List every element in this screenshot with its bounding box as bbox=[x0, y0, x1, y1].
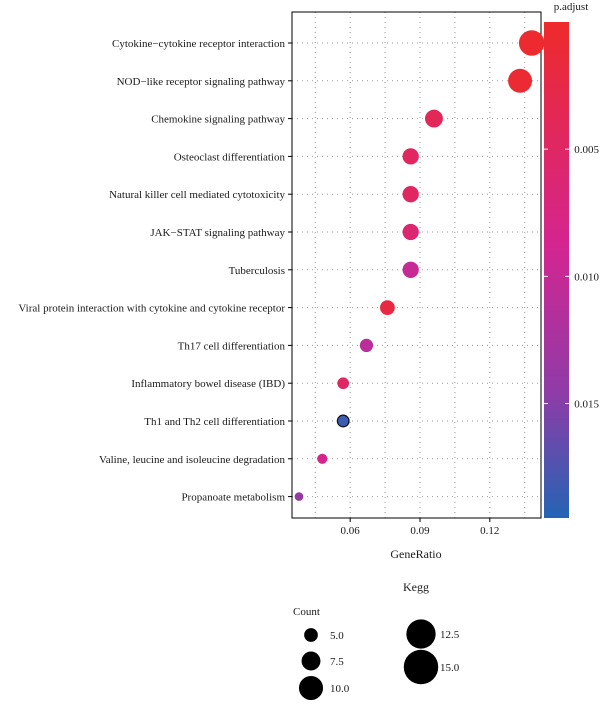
data-point bbox=[508, 68, 533, 93]
count-legend-dot bbox=[406, 619, 436, 649]
p-adjust-colorbar bbox=[544, 22, 569, 518]
count-legend-dot bbox=[304, 628, 318, 642]
count-legend-label: 7.5 bbox=[330, 656, 344, 668]
y-tick-label: Cytokine−cytokine receptor interaction bbox=[112, 38, 285, 50]
data-point bbox=[402, 148, 419, 165]
count-legend-label: 15.0 bbox=[440, 662, 460, 674]
data-point bbox=[294, 492, 304, 501]
x-tick-label: 0.09 bbox=[410, 525, 430, 537]
data-point bbox=[380, 300, 395, 315]
count-legend-title: Count bbox=[293, 606, 320, 618]
data-point bbox=[317, 453, 328, 464]
data-points bbox=[294, 30, 545, 501]
x-tick-label: 0.12 bbox=[480, 525, 499, 537]
plot-frame bbox=[291, 11, 542, 519]
colorbar-tick-label: 0.010 bbox=[574, 271, 599, 283]
data-point bbox=[402, 186, 419, 203]
count-legend-items: 5.0 7.5 10.0 12.5 15.0 bbox=[298, 619, 460, 701]
colorbar-tick-label: 0.005 bbox=[574, 144, 599, 156]
y-tick-label: Valine, leucine and isoleucine degradati… bbox=[99, 454, 286, 466]
count-legend-dot bbox=[301, 651, 321, 671]
y-tick-label: Propanoate metabolism bbox=[181, 492, 285, 504]
y-tick-label: JAK−STAT signaling pathway bbox=[150, 227, 285, 239]
data-point bbox=[402, 261, 419, 278]
y-tick-label: Natural killer cell mediated cytotoxicit… bbox=[109, 189, 285, 201]
y-tick-label: Inflammatory bowel disease (IBD) bbox=[131, 378, 285, 390]
y-tick-label: Chemokine signaling pathway bbox=[151, 114, 285, 126]
y-axis-labels: Cytokine−cytokine receptor interaction NO… bbox=[18, 38, 292, 504]
count-legend-dot bbox=[403, 649, 439, 685]
count-legend-label: 12.5 bbox=[440, 629, 460, 641]
y-tick-label: Th17 cell differentiation bbox=[178, 340, 286, 352]
y-tick-label: Viral protein interaction with cytokine … bbox=[18, 303, 285, 315]
y-tick-label: Th1 and Th2 cell differentiation bbox=[144, 416, 285, 428]
colorbar-tick-label: 0.015 bbox=[574, 399, 599, 411]
x-tick-label: 0.06 bbox=[341, 525, 361, 537]
data-point bbox=[336, 414, 350, 428]
count-legend: Count 5.0 7.5 10.0 12.5 15.0 bbox=[293, 606, 460, 701]
count-legend-label: 5.0 bbox=[330, 630, 344, 642]
p-adjust-legend: p.adjust 0.005 0.010 0.015 bbox=[544, 1, 600, 518]
chart-caption: Kegg bbox=[403, 580, 429, 594]
count-legend-dot bbox=[298, 675, 324, 701]
data-point bbox=[425, 109, 443, 128]
p-adjust-ticks: 0.005 0.010 0.015 bbox=[544, 144, 600, 411]
count-legend-label: 10.0 bbox=[330, 683, 350, 695]
x-axis-ticks: 0.06 0.09 0.12 bbox=[341, 518, 499, 537]
y-tick-label: Tuberculosis bbox=[229, 265, 285, 277]
data-point bbox=[402, 223, 419, 241]
x-axis-title: GeneRatio bbox=[390, 547, 441, 561]
p-adjust-legend-title: p.adjust bbox=[554, 1, 589, 13]
y-tick-label: NOD−like receptor signaling pathway bbox=[117, 76, 286, 88]
data-point bbox=[337, 377, 350, 390]
data-point bbox=[359, 338, 374, 353]
y-tick-label: Osteoclast differentiation bbox=[174, 151, 286, 163]
data-point bbox=[518, 30, 545, 56]
